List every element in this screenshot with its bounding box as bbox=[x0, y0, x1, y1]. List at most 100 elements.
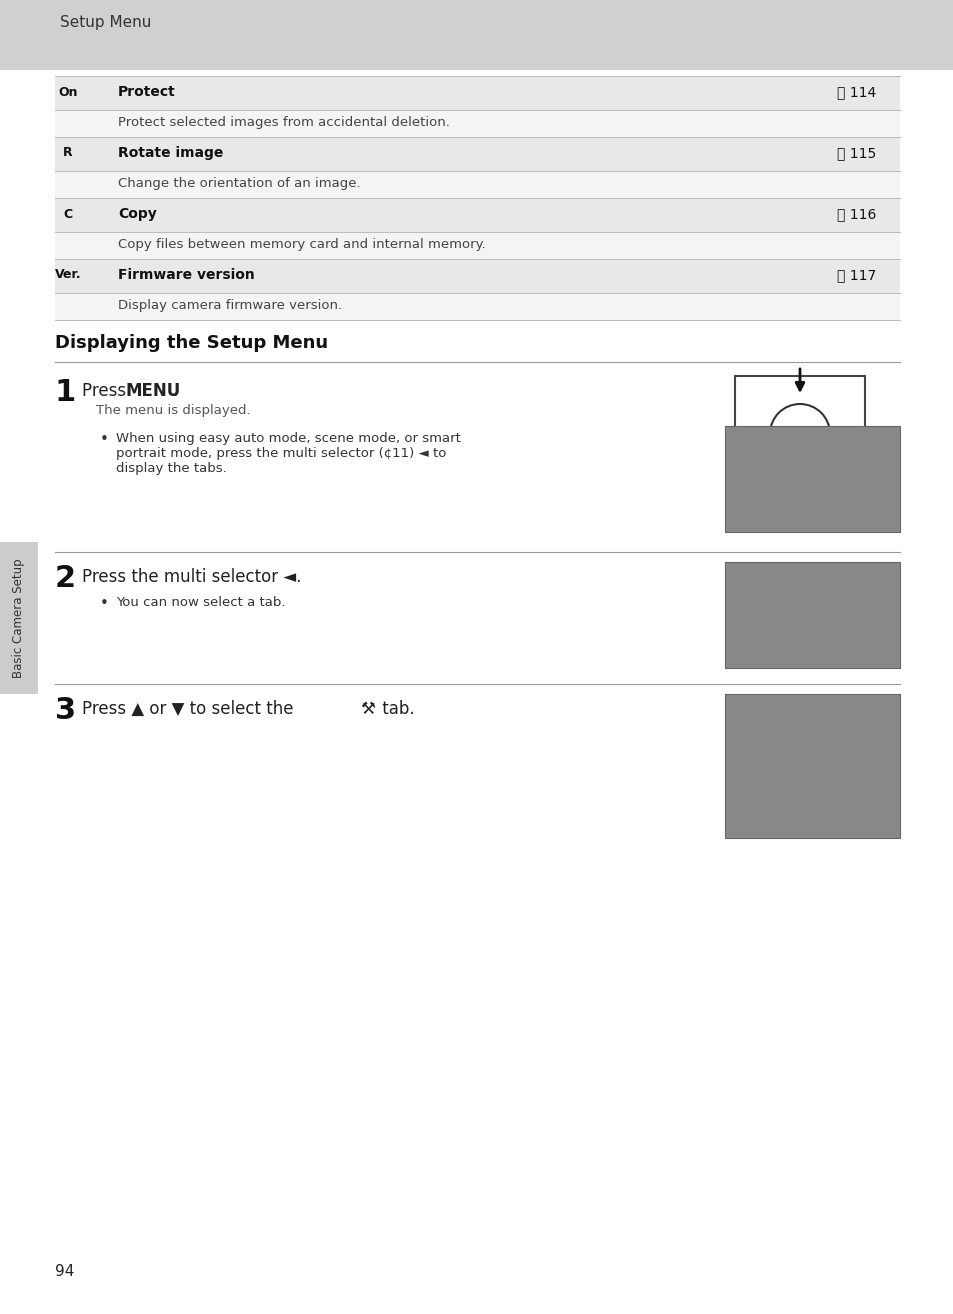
Text: ⧉ 114: ⧉ 114 bbox=[836, 85, 875, 99]
Text: Firmware version: Firmware version bbox=[118, 268, 254, 283]
Bar bbox=[55, 233, 899, 259]
Text: Display camera firmware version.: Display camera firmware version. bbox=[118, 300, 342, 311]
Text: ■: ■ bbox=[730, 717, 739, 728]
Bar bbox=[724, 516, 899, 532]
Bar bbox=[724, 463, 744, 480]
Text: Change the orientation of an image.: Change the orientation of an image. bbox=[118, 177, 360, 191]
Text: ⧉ 116: ⧉ 116 bbox=[836, 208, 875, 221]
Text: ≡: ≡ bbox=[882, 696, 894, 711]
Text: Image mode: Image mode bbox=[728, 430, 789, 440]
Text: Displaying the Setup Menu: Displaying the Setup Menu bbox=[55, 334, 328, 352]
Bar bbox=[55, 137, 899, 171]
Text: You can now select a tab.: You can now select a tab. bbox=[116, 597, 285, 608]
Text: MENU Exit: MENU Exit bbox=[727, 656, 771, 665]
Bar bbox=[724, 694, 899, 714]
Text: When using easy auto mode, scene mode, or smart
portrait mode, press the multi s: When using easy auto mode, scene mode, o… bbox=[116, 432, 460, 474]
Text: MENU Exit: MENU Exit bbox=[727, 519, 771, 528]
Text: *: * bbox=[732, 466, 737, 476]
Text: On: On bbox=[58, 85, 77, 99]
Text: ⧉ 115: ⧉ 115 bbox=[836, 146, 875, 160]
Text: Set up: Set up bbox=[728, 699, 768, 710]
Text: Date: Date bbox=[747, 754, 772, 763]
Text: OFF: OFF bbox=[875, 790, 895, 800]
Text: Easy auto mode: Easy auto mode bbox=[728, 566, 807, 576]
Text: R: R bbox=[63, 146, 72, 159]
Text: Copy: Copy bbox=[118, 208, 156, 221]
Text: MENU: MENU bbox=[776, 427, 822, 442]
Bar bbox=[724, 786, 744, 804]
Text: Vibration reduction: Vibration reduction bbox=[729, 808, 829, 819]
Bar bbox=[0, 541, 38, 694]
Text: 2M ▸: 2M ▸ bbox=[877, 448, 896, 457]
Text: Basic Camera Setup: Basic Camera Setup bbox=[12, 558, 26, 678]
Bar bbox=[724, 444, 899, 516]
Text: Date imprint: Date imprint bbox=[747, 790, 813, 800]
Bar bbox=[724, 694, 899, 838]
Text: Image mode: Image mode bbox=[748, 583, 809, 594]
Text: ⧉ 117: ⧉ 117 bbox=[836, 268, 875, 283]
Text: Welcome screen: Welcome screen bbox=[729, 736, 815, 746]
Text: Y: Y bbox=[731, 484, 738, 494]
Bar bbox=[724, 426, 899, 532]
Text: --: -- bbox=[887, 736, 895, 746]
Text: Ver.: Ver. bbox=[54, 268, 81, 281]
Bar bbox=[55, 76, 899, 110]
Bar bbox=[744, 444, 899, 463]
Text: 2: 2 bbox=[55, 564, 76, 593]
Text: Press ▲ or ▼ to select the: Press ▲ or ▼ to select the bbox=[82, 700, 298, 717]
Bar bbox=[724, 750, 899, 767]
Text: Setup Menu: Setup Menu bbox=[60, 16, 152, 30]
Bar bbox=[724, 652, 899, 668]
Text: Press the multi selector ◄.: Press the multi selector ◄. bbox=[82, 568, 301, 586]
Bar bbox=[724, 616, 744, 633]
Bar bbox=[724, 562, 899, 668]
Text: ⚒: ⚒ bbox=[730, 790, 739, 800]
Bar bbox=[724, 804, 899, 823]
Bar bbox=[724, 750, 744, 767]
Text: Rotate image: Rotate image bbox=[118, 146, 223, 160]
Bar bbox=[724, 714, 899, 732]
Text: Menus: Menus bbox=[747, 717, 781, 728]
Text: MENU Exit: MENU Exit bbox=[727, 825, 771, 834]
Circle shape bbox=[769, 403, 829, 464]
Text: --: -- bbox=[887, 754, 895, 763]
Bar bbox=[55, 198, 899, 233]
Bar bbox=[724, 714, 744, 732]
Text: •: • bbox=[100, 432, 109, 447]
Bar bbox=[55, 293, 899, 321]
Text: Image mode: Image mode bbox=[748, 448, 809, 459]
Bar bbox=[724, 786, 899, 804]
Text: Monitor settings: Monitor settings bbox=[729, 773, 814, 782]
Text: MENU: MENU bbox=[126, 382, 181, 399]
Bar bbox=[724, 426, 899, 444]
Text: ≡: ≡ bbox=[886, 717, 895, 728]
Text: Copy files between memory card and internal memory.: Copy files between memory card and inter… bbox=[118, 238, 485, 251]
Text: Protect: Protect bbox=[118, 85, 175, 99]
Text: ⚒: ⚒ bbox=[359, 700, 375, 717]
Text: C: C bbox=[63, 208, 72, 221]
Text: Protect selected images from accidental deletion.: Protect selected images from accidental … bbox=[118, 116, 450, 129]
Bar bbox=[55, 110, 899, 137]
Text: 3: 3 bbox=[55, 696, 76, 725]
Bar bbox=[724, 823, 899, 838]
Text: .: . bbox=[172, 382, 177, 399]
Bar bbox=[55, 259, 899, 293]
Text: 1: 1 bbox=[55, 378, 76, 407]
Text: Press: Press bbox=[82, 382, 132, 399]
Text: ?: ? bbox=[890, 519, 895, 530]
Bar bbox=[724, 598, 744, 616]
Text: •: • bbox=[100, 597, 109, 611]
Bar bbox=[724, 444, 744, 463]
Bar bbox=[734, 376, 864, 476]
Bar bbox=[724, 767, 899, 786]
Bar bbox=[724, 480, 744, 498]
Text: ■: ■ bbox=[730, 448, 739, 459]
Text: --: -- bbox=[887, 773, 895, 782]
Bar bbox=[724, 562, 899, 579]
Text: 2M: 2M bbox=[883, 585, 896, 594]
Bar bbox=[724, 732, 899, 750]
Bar bbox=[0, 0, 953, 70]
Bar bbox=[724, 579, 744, 598]
Text: tab.: tab. bbox=[376, 700, 415, 717]
Bar bbox=[724, 579, 899, 652]
